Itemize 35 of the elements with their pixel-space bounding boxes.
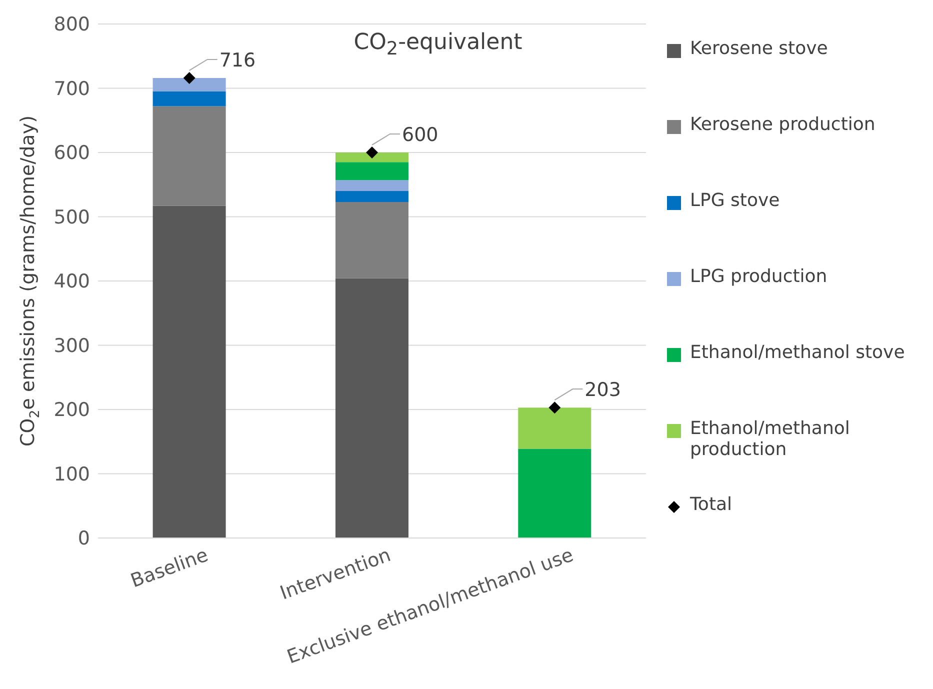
legend-label: Total bbox=[690, 494, 732, 515]
point bbox=[183, 72, 196, 84]
legend-label: Kerosene production bbox=[690, 114, 876, 135]
y-tick-label: 500 bbox=[54, 206, 90, 228]
bar bbox=[152, 91, 226, 106]
bar bbox=[518, 448, 592, 538]
legend-label: LPG production bbox=[690, 266, 828, 287]
data-label: 600 bbox=[402, 124, 438, 146]
bar bbox=[518, 408, 592, 449]
chart-title: CO$_{2}$-equivalent bbox=[354, 30, 522, 60]
legend-label: Ethanol/methanol production bbox=[690, 418, 851, 460]
point bbox=[366, 146, 378, 158]
bar bbox=[152, 106, 226, 206]
y-tick-label: 400 bbox=[54, 270, 90, 293]
bar bbox=[335, 152, 408, 162]
y-tick-label: 600 bbox=[54, 142, 90, 164]
legend-label: Kerosene stove bbox=[690, 38, 828, 59]
data-label: 716 bbox=[219, 49, 256, 72]
y-tick-label: 800 bbox=[54, 14, 90, 36]
bar bbox=[152, 78, 226, 92]
legend-label: Ethanol/methanol stove bbox=[690, 342, 905, 363]
bar bbox=[335, 180, 408, 192]
bar bbox=[335, 162, 408, 180]
bar bbox=[152, 206, 226, 538]
legend-label: LPG stove bbox=[690, 190, 780, 211]
y-tick-label: 700 bbox=[54, 78, 90, 100]
point bbox=[548, 402, 561, 414]
bar bbox=[335, 278, 408, 538]
y-tick-label: 300 bbox=[54, 334, 90, 357]
data-label: 203 bbox=[584, 379, 621, 402]
bar bbox=[335, 191, 408, 202]
bar bbox=[335, 202, 408, 278]
y-tick-label: 0 bbox=[78, 528, 90, 550]
y-tick-label: 100 bbox=[54, 463, 90, 486]
y-tick-label: 200 bbox=[54, 399, 90, 422]
